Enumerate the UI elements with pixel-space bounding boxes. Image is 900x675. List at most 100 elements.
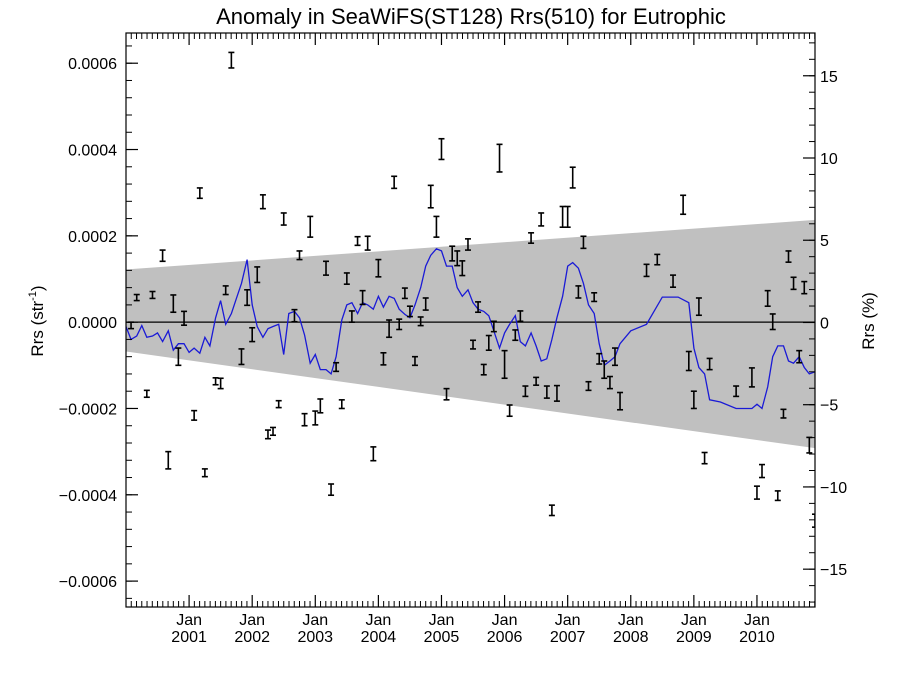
error-bar bbox=[170, 294, 177, 314]
error-bar bbox=[301, 412, 308, 427]
error-bar bbox=[280, 212, 287, 226]
error-bar bbox=[517, 310, 524, 323]
error-bar bbox=[753, 485, 760, 500]
error-bar bbox=[548, 504, 555, 517]
error-bar bbox=[580, 235, 587, 250]
uncertainty-band bbox=[126, 219, 815, 449]
error-bar bbox=[606, 375, 613, 390]
x-tick-label-year: 2001 bbox=[171, 629, 207, 646]
error-bar bbox=[411, 355, 418, 367]
error-bar bbox=[780, 408, 787, 419]
error-bar bbox=[254, 266, 261, 284]
error-bar bbox=[543, 385, 550, 399]
y-tick-label-left: −0.0004 bbox=[59, 488, 117, 505]
x-tick-label-year: 2010 bbox=[739, 629, 775, 646]
x-tick-label-month: Jan bbox=[429, 612, 455, 629]
y-axis-label-right: Rrs (%) bbox=[859, 292, 878, 350]
plot-area: 0.0006 0.0004 0.0002 0.0000 −0.0002 −0.0004 −0… bbox=[59, 32, 847, 646]
error-bar bbox=[496, 143, 503, 173]
error-bar bbox=[222, 285, 229, 296]
error-bar bbox=[238, 348, 245, 366]
error-bar bbox=[396, 318, 403, 331]
error-bar bbox=[433, 215, 440, 238]
error-bar bbox=[417, 316, 424, 327]
x-tick-label-year: 2007 bbox=[550, 629, 586, 646]
error-bar bbox=[553, 384, 560, 402]
error-bar bbox=[764, 289, 771, 307]
error-bar bbox=[196, 187, 203, 200]
error-bar bbox=[275, 399, 282, 409]
y-tick-label-right: −5 bbox=[820, 398, 838, 415]
error-bar bbox=[506, 404, 513, 418]
error-bar bbox=[296, 250, 303, 261]
x-tick-label-month: Jan bbox=[618, 612, 644, 629]
error-bar bbox=[422, 297, 429, 311]
error-bar bbox=[401, 287, 408, 300]
error-bar bbox=[733, 385, 740, 398]
error-bar bbox=[291, 308, 298, 323]
error-bar bbox=[769, 313, 776, 331]
x-tick-label-year: 2006 bbox=[487, 629, 523, 646]
y-tick-label-right: −15 bbox=[820, 562, 847, 579]
error-bar bbox=[485, 334, 492, 352]
y-tick-label-left: 0.0002 bbox=[68, 229, 117, 246]
error-bar bbox=[501, 349, 508, 380]
x-tick-label-month: Jan bbox=[239, 612, 265, 629]
y-tick-label-right: 0 bbox=[820, 315, 829, 332]
error-bar bbox=[323, 260, 330, 276]
error-bar bbox=[774, 490, 781, 502]
error-bar bbox=[685, 350, 692, 372]
x-tick-label-month: Jan bbox=[302, 612, 328, 629]
y-tick-label-right: −10 bbox=[820, 480, 847, 497]
x-tick-label-year: 2004 bbox=[361, 629, 397, 646]
error-bar bbox=[191, 409, 198, 421]
error-bar bbox=[575, 285, 582, 299]
error-bar bbox=[391, 175, 398, 190]
error-bar bbox=[454, 250, 461, 267]
error-bar bbox=[217, 377, 224, 390]
x-tick-label-month: Jan bbox=[555, 612, 581, 629]
error-bar bbox=[459, 260, 466, 277]
error-bar bbox=[427, 184, 434, 209]
error-bar bbox=[212, 377, 219, 386]
error-bar bbox=[701, 451, 708, 465]
x-tick-label-month: Jan bbox=[176, 612, 202, 629]
x-tick-label-month: Jan bbox=[744, 612, 770, 629]
error-bar bbox=[522, 385, 529, 398]
y-tick-label-left: −0.0002 bbox=[59, 401, 117, 418]
error-bar bbox=[790, 276, 797, 291]
chart-title: Anomaly in SeaWiFS(ST128) Rrs(510) for E… bbox=[216, 4, 726, 29]
error-bar bbox=[359, 289, 366, 306]
y-tick-label-left: −0.0006 bbox=[59, 574, 117, 591]
x-tick-label-year: 2009 bbox=[676, 629, 712, 646]
x-tick-label-month: Jan bbox=[492, 612, 518, 629]
error-bar bbox=[475, 301, 482, 314]
error-bar bbox=[801, 280, 808, 295]
error-bar bbox=[670, 274, 677, 289]
error-bar bbox=[617, 391, 624, 411]
smoothed-anomaly-line bbox=[126, 248, 815, 410]
y-tick-label-left: 0.0000 bbox=[68, 315, 117, 332]
error-bar bbox=[585, 380, 592, 392]
y-tick-label-left: 0.0004 bbox=[68, 143, 117, 160]
error-bar bbox=[643, 263, 650, 278]
y-tick-label-left: 0.0006 bbox=[68, 56, 117, 73]
error-bar bbox=[328, 483, 335, 497]
x-tick-label-month: Jan bbox=[681, 612, 707, 629]
error-bar bbox=[201, 468, 208, 478]
error-bar bbox=[133, 293, 140, 302]
error-bar bbox=[406, 305, 413, 318]
error-bar bbox=[533, 376, 540, 386]
error-bar bbox=[690, 390, 697, 410]
error-bar bbox=[270, 426, 277, 437]
error-bar bbox=[375, 258, 382, 278]
error-bar bbox=[464, 238, 471, 251]
error-bar bbox=[259, 194, 266, 210]
error-bar bbox=[680, 194, 687, 216]
error-bar bbox=[611, 347, 618, 367]
error-bar bbox=[470, 339, 477, 350]
error-bar bbox=[249, 326, 256, 343]
error-bar bbox=[528, 232, 535, 244]
y-axis-label-left-main: Rrs (str bbox=[28, 301, 47, 357]
error-bar bbox=[785, 250, 792, 263]
